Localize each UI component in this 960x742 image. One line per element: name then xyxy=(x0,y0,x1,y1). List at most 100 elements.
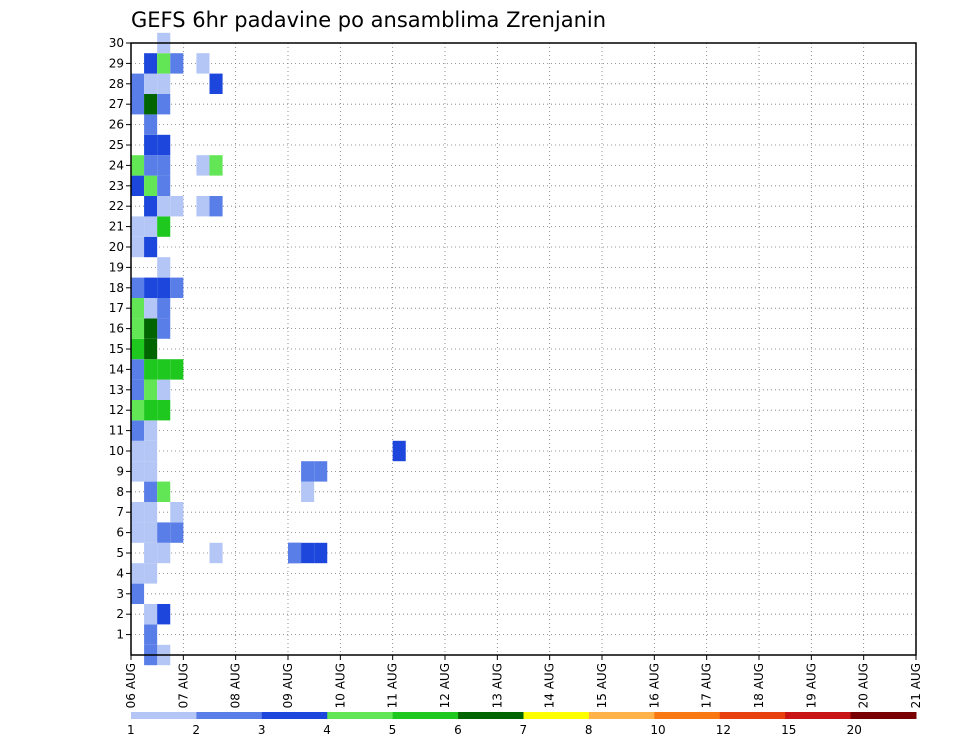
precip-cell xyxy=(157,481,171,502)
colorbar-label: 6 xyxy=(454,723,462,737)
precip-cell xyxy=(131,175,145,196)
precip-cell xyxy=(131,359,145,380)
precip-cell xyxy=(209,155,223,176)
colorbar-label: 4 xyxy=(323,723,331,737)
y-tick-label: 8 xyxy=(116,485,124,499)
precip-cell xyxy=(131,94,145,115)
colorbar-label: 8 xyxy=(585,723,593,737)
precip-cell xyxy=(131,318,145,339)
y-tick-label: 25 xyxy=(109,138,124,152)
precip-cell xyxy=(131,155,145,176)
precip-cell xyxy=(157,400,171,421)
colorbar-label: 20 xyxy=(847,723,862,737)
precip-cell xyxy=(392,440,406,462)
y-tick-label: 27 xyxy=(109,97,124,111)
precip-cell xyxy=(301,481,315,502)
y-tick-label: 29 xyxy=(109,56,124,70)
precip-cell xyxy=(144,440,158,462)
precip-cell xyxy=(131,420,145,441)
precip-cell xyxy=(157,134,171,156)
precip-cell xyxy=(288,542,302,564)
x-tick-label: 07 AUG xyxy=(176,663,190,708)
precip-cell xyxy=(144,624,158,645)
y-tick-label: 24 xyxy=(109,158,124,172)
precip-cell xyxy=(144,318,158,339)
precip-cell xyxy=(170,196,184,217)
precip-cell xyxy=(144,542,158,564)
precip-cell xyxy=(131,298,145,319)
y-tick-label: 22 xyxy=(109,199,124,213)
x-tick-label: 08 AUG xyxy=(229,663,243,708)
precip-cell xyxy=(157,196,171,217)
colorbar-label: 10 xyxy=(650,723,665,737)
precip-cell xyxy=(144,114,158,135)
y-tick-label: 14 xyxy=(109,362,124,376)
precip-cell xyxy=(170,53,184,74)
colorbar-segment xyxy=(131,712,197,719)
x-tick-label: 14 AUG xyxy=(543,663,557,708)
y-tick-label: 20 xyxy=(109,240,124,254)
precip-cell xyxy=(144,175,158,196)
plot-area: 1234567891011121314151617181920212223242… xyxy=(109,32,923,708)
x-tick-label: 15 AUG xyxy=(595,663,609,708)
precip-cell xyxy=(144,94,158,115)
precip-cell xyxy=(144,298,158,319)
precip-cell xyxy=(131,236,145,258)
y-tick-label: 21 xyxy=(109,220,124,234)
precip-cell xyxy=(157,522,171,543)
precip-cell xyxy=(157,175,171,196)
precip-cell xyxy=(196,155,210,176)
precip-cell xyxy=(157,604,171,625)
precip-cell xyxy=(144,604,158,625)
precip-cell xyxy=(144,338,158,360)
colorbar-label: 5 xyxy=(389,723,397,737)
precip-cell xyxy=(144,400,158,421)
y-tick-label: 15 xyxy=(109,342,124,356)
y-tick-label: 9 xyxy=(116,464,124,478)
precip-cell xyxy=(157,216,171,237)
x-tick-label: 13 AUG xyxy=(490,663,504,708)
precip-cell xyxy=(144,236,158,258)
precip-cell xyxy=(131,461,145,482)
colorbar-label: 12 xyxy=(716,723,731,737)
y-tick-label: 13 xyxy=(109,383,124,397)
x-tick-label: 21 AUG xyxy=(909,663,923,708)
precip-cell xyxy=(144,563,158,584)
colorbar-segment xyxy=(523,712,590,719)
precip-cell xyxy=(144,53,158,74)
colorbar-segment xyxy=(196,712,263,719)
precip-cell xyxy=(131,379,145,400)
chart-title: GEFS 6hr padavine po ansamblima Zrenjani… xyxy=(131,8,606,32)
precip-cell xyxy=(157,155,171,176)
precip-cell xyxy=(157,318,171,339)
y-tick-label: 26 xyxy=(109,118,124,132)
y-tick-label: 17 xyxy=(109,301,124,315)
x-tick-label: 09 AUG xyxy=(281,663,295,708)
precip-cell xyxy=(170,277,184,298)
y-tick-label: 4 xyxy=(116,566,124,580)
precip-cell xyxy=(131,277,145,298)
colorbar-label: 7 xyxy=(520,723,528,737)
precip-cell xyxy=(131,502,145,523)
precip-cell xyxy=(144,359,158,380)
colorbar-segment xyxy=(850,712,917,719)
precip-cell xyxy=(144,277,158,298)
precip-cell xyxy=(157,257,171,278)
precip-cell xyxy=(209,196,223,217)
precip-cell xyxy=(157,379,171,400)
precip-cell xyxy=(144,216,158,237)
y-tick-label: 3 xyxy=(116,587,124,601)
x-tick-label: 06 AUG xyxy=(124,663,138,708)
precip-cell xyxy=(170,522,184,543)
y-tick-label: 19 xyxy=(109,260,124,274)
precip-cell xyxy=(314,542,328,564)
colorbar-segment xyxy=(588,712,655,719)
y-tick-label: 28 xyxy=(109,77,124,91)
y-tick-label: 10 xyxy=(109,444,124,458)
x-tick-label: 18 AUG xyxy=(752,663,766,708)
y-tick-label: 23 xyxy=(109,179,124,193)
precip-cell xyxy=(157,73,171,94)
y-tick-label: 16 xyxy=(109,322,124,336)
x-tick-label: 16 AUG xyxy=(647,663,661,708)
x-tick-label: 12 AUG xyxy=(438,663,452,708)
